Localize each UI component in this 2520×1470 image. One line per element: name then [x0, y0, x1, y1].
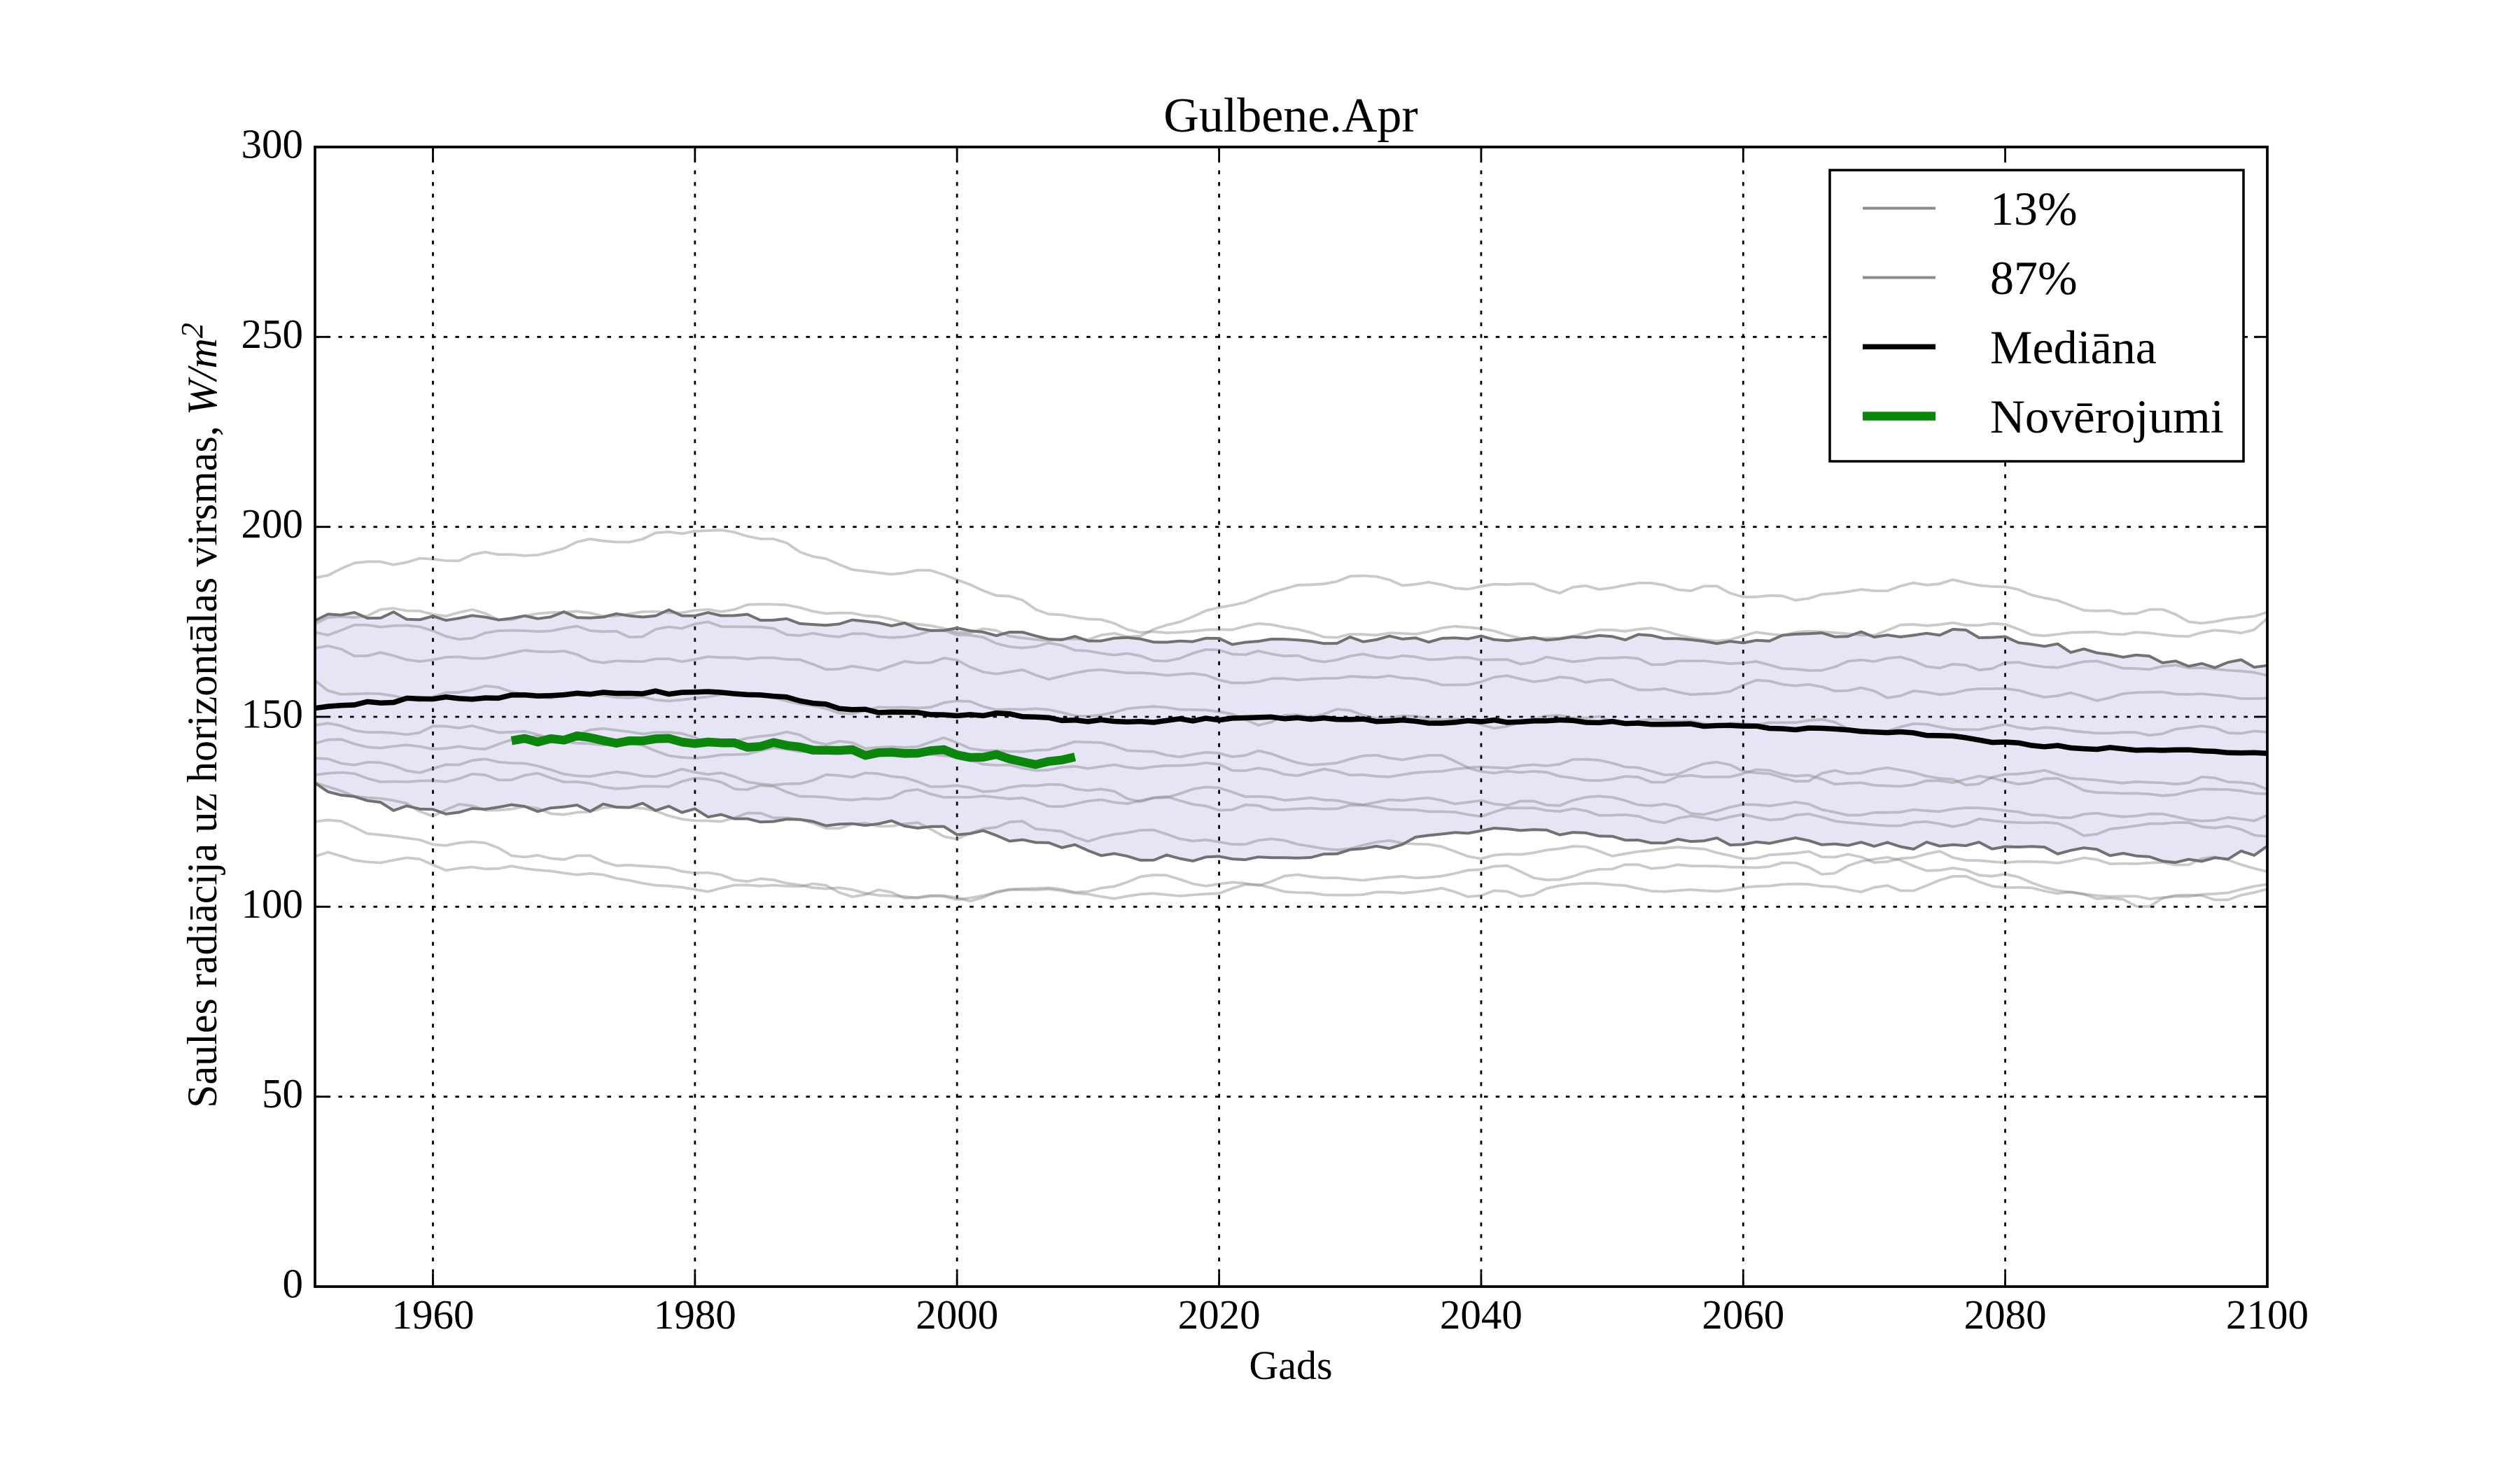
svg-text:1960: 1960 — [392, 1292, 475, 1338]
svg-text:2080: 2080 — [1964, 1292, 2047, 1338]
svg-text:Novērojumi: Novērojumi — [1990, 390, 2224, 443]
svg-text:200: 200 — [241, 500, 304, 547]
svg-text:Gads: Gads — [1249, 1343, 1332, 1388]
svg-text:0: 0 — [283, 1261, 304, 1307]
svg-text:13%: 13% — [1990, 182, 2078, 235]
svg-text:1980: 1980 — [654, 1292, 736, 1338]
svg-text:150: 150 — [241, 691, 304, 737]
svg-text:2060: 2060 — [1702, 1292, 1784, 1338]
svg-text:250: 250 — [241, 311, 304, 357]
svg-text:Saules radiācija uz horizontāl: Saules radiācija uz horizontālas virsmas… — [175, 323, 225, 1108]
svg-text:300: 300 — [241, 121, 304, 167]
svg-text:100: 100 — [241, 881, 304, 927]
svg-text:Gulbene.Apr: Gulbene.Apr — [1163, 89, 1418, 143]
svg-text:2020: 2020 — [1178, 1292, 1261, 1338]
svg-text:87%: 87% — [1990, 251, 2078, 304]
svg-text:Mediāna: Mediāna — [1990, 321, 2157, 374]
svg-text:2000: 2000 — [916, 1292, 998, 1338]
svg-text:50: 50 — [262, 1070, 303, 1116]
svg-text:2040: 2040 — [1440, 1292, 1522, 1338]
svg-text:2100: 2100 — [2226, 1292, 2309, 1338]
